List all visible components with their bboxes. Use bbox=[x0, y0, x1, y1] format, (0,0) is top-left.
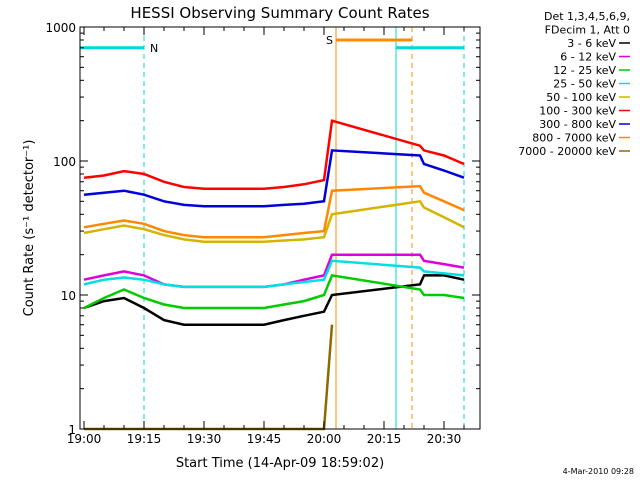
legend-entry-label: 25 - 50 keV bbox=[553, 78, 616, 91]
flag-label: N bbox=[150, 42, 158, 55]
series-line bbox=[83, 199, 465, 243]
x-tick-label: 19:15 bbox=[127, 432, 162, 446]
x-tick-label: 19:30 bbox=[187, 432, 222, 446]
x-tick-label: 19:45 bbox=[247, 432, 282, 446]
legend-entry-label: 300 - 800 keV bbox=[539, 118, 616, 131]
legend-entry-label: 12 - 25 keV bbox=[553, 64, 616, 77]
series-line bbox=[83, 149, 465, 208]
y-tick-label: 1000 bbox=[45, 21, 76, 35]
x-tick-label: 20:00 bbox=[307, 432, 342, 446]
legend-entry-label: 100 - 300 keV bbox=[539, 105, 616, 118]
x-axis: 19:00 19:15 19:30 19:45 20:00 20:15 20:30 bbox=[67, 27, 465, 446]
y-tick-label: 1 bbox=[68, 423, 76, 437]
plot-frame bbox=[79, 26, 481, 430]
y-axis-label: Count Rate (s⁻¹ detector⁻¹) bbox=[22, 140, 37, 317]
y-tick-label: 10 bbox=[61, 289, 76, 303]
plot-area: NS bbox=[80, 27, 465, 431]
y-axis: 1 10 100 1000 bbox=[45, 21, 480, 437]
series-line bbox=[84, 324, 334, 431]
series-line bbox=[83, 119, 465, 191]
legend-header: FDecim 1, Att 0 bbox=[545, 24, 630, 37]
legend-entry-label: 50 - 100 keV bbox=[546, 91, 616, 104]
x-tick-label: 20:15 bbox=[367, 432, 402, 446]
series-line bbox=[83, 274, 465, 326]
legend-entry-label: 3 - 6 keV bbox=[567, 37, 616, 50]
legend-entry-label: 7000 - 20000 keV bbox=[518, 145, 616, 158]
y-tick-label: 100 bbox=[53, 155, 76, 169]
series-line bbox=[83, 253, 465, 289]
x-tick-label: 20:30 bbox=[427, 432, 462, 446]
flag-label: S bbox=[326, 34, 333, 47]
footer-timestamp: 4-Mar-2010 09:28 bbox=[563, 467, 634, 476]
x-axis-label: Start Time (14-Apr-09 18:59:02) bbox=[176, 456, 384, 471]
legend-entry-label: 6 - 12 keV bbox=[560, 51, 616, 64]
legend-entry-label: 800 - 7000 keV bbox=[532, 132, 616, 145]
chart-title: HESSI Observing Summary Count Rates bbox=[130, 4, 429, 22]
series-line bbox=[83, 274, 465, 310]
legend: Det 1,3,4,5,6,9,FDecim 1, Att 03 - 6 keV… bbox=[518, 10, 630, 158]
legend-header: Det 1,3,4,5,6,9, bbox=[544, 10, 630, 23]
x-tick-label: 19:00 bbox=[67, 432, 102, 446]
series-line bbox=[83, 259, 465, 289]
series-line bbox=[83, 184, 465, 239]
